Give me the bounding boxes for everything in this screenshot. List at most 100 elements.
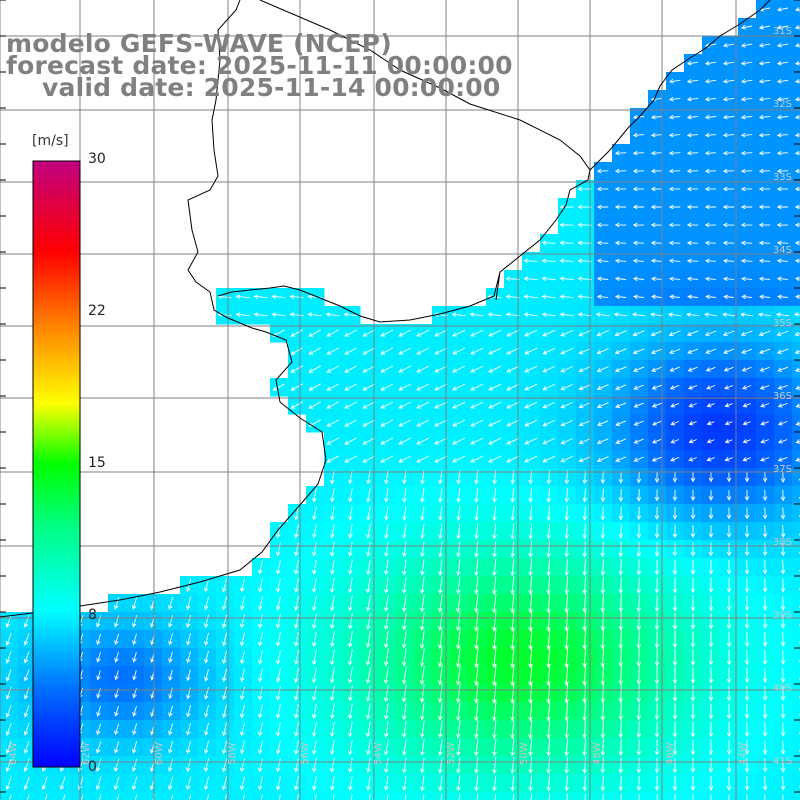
wind-arrow [794, 78, 800, 84]
coastline [0, 0, 771, 618]
wind-arrow [528, 701, 533, 722]
wind-arrow [650, 186, 663, 192]
field-cell [792, 468, 800, 487]
wind-arrow [326, 437, 340, 445]
wind-arrow [203, 740, 210, 755]
wind-arrow [398, 365, 412, 373]
field-cell [342, 792, 361, 800]
colorbar-tick-22: 22 [88, 303, 106, 319]
wind-arrow [688, 403, 697, 408]
wind-arrow [168, 705, 173, 718]
wind-arrow [311, 685, 317, 702]
wind-arrow [491, 629, 497, 650]
wind-arrow [44, 794, 48, 800]
field-cell [270, 792, 289, 800]
wind-arrow [434, 455, 448, 463]
wind-arrow [434, 419, 448, 427]
wind-arrow [344, 437, 358, 445]
wind-arrow [795, 385, 800, 390]
wind-arrow [383, 702, 389, 721]
wind-arrow [167, 740, 174, 754]
wind-arrow [546, 683, 551, 704]
wind-arrow [293, 703, 299, 719]
wind-arrow [654, 775, 660, 792]
wind-arrow [780, 614, 786, 629]
wind-arrow [311, 703, 317, 720]
wind-arrow [348, 559, 353, 576]
wind-arrow [257, 776, 263, 791]
wind-arrow [186, 633, 191, 646]
wind-arrow [132, 723, 138, 736]
wind-arrow [777, 366, 789, 372]
wind-arrow [348, 524, 353, 539]
field-cell [792, 666, 800, 685]
wind-arrow [582, 611, 587, 632]
wind-arrow [488, 401, 502, 409]
wind-arrow [290, 329, 304, 337]
wind-arrow [742, 385, 752, 390]
wind-arrow [470, 401, 484, 409]
wind-arrow [473, 647, 479, 668]
wind-arrow [777, 456, 788, 462]
wind-arrow [438, 775, 443, 792]
wind-arrow [704, 168, 717, 174]
wind-arrow [744, 489, 750, 501]
lat-label: 35S [772, 318, 792, 329]
wind-arrow [203, 596, 210, 611]
wind-arrow [614, 366, 627, 373]
wind-arrow [762, 542, 768, 557]
wind-arrow [383, 577, 389, 594]
wind-arrow [186, 687, 191, 700]
wind-arrow [329, 667, 335, 684]
wind-arrow [780, 560, 786, 575]
wind-arrow [600, 559, 606, 576]
wind-arrow [564, 470, 570, 485]
wind-arrow [618, 665, 624, 686]
wind-arrow [726, 631, 732, 648]
wind-arrow [113, 741, 120, 754]
wind-arrow [548, 793, 551, 800]
wind-arrow [582, 523, 588, 540]
wind-arrow [326, 455, 340, 463]
wind-arrow [596, 240, 609, 246]
wind-arrow [744, 578, 750, 593]
wind-arrow [308, 347, 322, 355]
wind-arrow [383, 684, 389, 703]
wind-arrow [523, 312, 538, 317]
wind-arrow [726, 613, 732, 630]
wind-arrow [762, 685, 768, 701]
wind-arrow [455, 593, 461, 613]
wind-arrow [96, 705, 101, 717]
wind-arrow [506, 437, 520, 445]
wind-arrow [95, 615, 102, 628]
wind-arrow [348, 776, 353, 791]
wind-arrow [636, 612, 642, 631]
wind-arrow [776, 330, 789, 337]
wind-arrow [257, 740, 263, 755]
wind-arrow [221, 776, 228, 791]
wind-arrow [275, 668, 281, 683]
wind-arrow [726, 490, 732, 501]
wind-arrow [596, 258, 609, 264]
wind-arrow [760, 439, 770, 444]
wind-arrow [686, 330, 699, 337]
wind-arrow [577, 312, 592, 317]
wind-arrow [690, 776, 696, 791]
wind-arrow [329, 721, 335, 738]
wind-arrow [632, 258, 645, 264]
wind-arrow [741, 294, 752, 300]
wind-arrow [667, 312, 682, 317]
wind-arrow [221, 722, 227, 737]
field-cell [792, 630, 800, 649]
wind-arrow [434, 383, 448, 391]
wind-arrow [722, 222, 735, 228]
wind-arrow [473, 611, 479, 632]
wind-arrow [649, 312, 664, 317]
wind-arrow [546, 664, 551, 686]
wind-arrow [383, 648, 389, 667]
wind-arrow [437, 647, 443, 668]
wind-arrow [5, 704, 12, 718]
wind-arrow [473, 629, 479, 650]
wind-arrow [132, 652, 137, 663]
wind-arrow [654, 577, 660, 594]
